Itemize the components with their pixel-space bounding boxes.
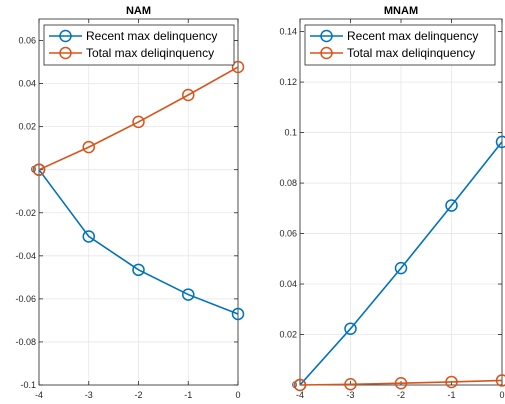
chart-title: NAM	[126, 5, 151, 17]
x-tick-label: 0	[235, 390, 240, 400]
x-tick-label: -1	[447, 390, 455, 400]
series-line	[299, 141, 503, 386]
data-point	[293, 378, 307, 392]
legend-marker	[320, 29, 333, 43]
legend-box	[43, 24, 235, 66]
legend: Recent max delinquency Total max deliqinq…	[43, 24, 235, 66]
data-point	[344, 377, 357, 391]
series-line	[38, 66, 239, 171]
legend: Recent max delinquency Total max deliqinq…	[304, 24, 496, 66]
y-tick-label: -0.02	[15, 208, 36, 218]
x-tick-label: -1	[184, 390, 192, 400]
x-tick-label: -3	[85, 390, 93, 400]
legend-marker	[59, 46, 72, 60]
data-point	[182, 288, 195, 301]
grid	[38, 19, 239, 386]
data-point	[132, 263, 145, 277]
series-line	[38, 169, 239, 315]
x-tick-label: -4	[296, 390, 304, 400]
data-point	[82, 140, 95, 154]
series-2	[32, 60, 245, 176]
legend-box	[304, 24, 496, 66]
y-tick-label: 0.06	[18, 36, 36, 46]
x-tick-label: -4	[35, 390, 43, 400]
y-tick-label: -0.1	[20, 380, 36, 390]
legend-marker	[320, 46, 333, 60]
y-tick-label: -0.04	[15, 251, 36, 261]
data-point	[495, 135, 505, 149]
y-tick-label: 0.02	[279, 330, 297, 340]
y-tick-label: 0.04	[18, 79, 36, 89]
series-2	[293, 374, 505, 392]
legend-label: Total max deliqinquency	[347, 46, 475, 60]
data-point	[394, 261, 408, 275]
x-tick-label: -3	[346, 390, 354, 400]
subplot-1: -4 -3 -2 -1 0-0.1-0.08-0.06-0.04-0.0200.020.…	[15, 5, 245, 400]
legend-label: Total max deliqinquency	[86, 46, 214, 60]
legend-label: Recent max delinquency	[347, 29, 478, 43]
y-tick-label: 0.08	[279, 178, 297, 188]
data-point	[344, 322, 357, 335]
data-point	[132, 115, 145, 129]
data-point	[231, 307, 245, 321]
y-tick-label: 0.12	[279, 77, 297, 87]
data-point	[445, 199, 458, 212]
series-line	[299, 379, 503, 386]
data-point	[495, 374, 505, 387]
chart-title: MNAM	[384, 5, 418, 17]
data-point	[394, 376, 408, 390]
y-tick-label: 0.04	[279, 279, 297, 289]
y-tick-label: -0.06	[15, 294, 36, 304]
data-point	[32, 163, 46, 176]
subplot-2: -4 -3 -2 -1 000.020.040.060.080.10.120.14MNA…	[279, 5, 505, 400]
legend-marker	[59, 29, 72, 43]
y-tick-label: -0.08	[15, 337, 36, 347]
y-tick-label: 0.02	[18, 122, 36, 132]
y-tick-label: 0.1	[284, 128, 297, 138]
y-tick-label: 0.14	[279, 27, 297, 37]
x-tick-label: -2	[397, 390, 405, 400]
data-point	[82, 230, 95, 243]
data-point	[231, 60, 245, 74]
x-tick-label: 0	[499, 390, 504, 400]
y-tick-label: 0.06	[279, 229, 297, 239]
legend-label: Recent max delinquency	[86, 29, 217, 43]
data-point	[182, 88, 195, 102]
data-point	[445, 375, 458, 389]
x-tick-label: -2	[134, 390, 142, 400]
